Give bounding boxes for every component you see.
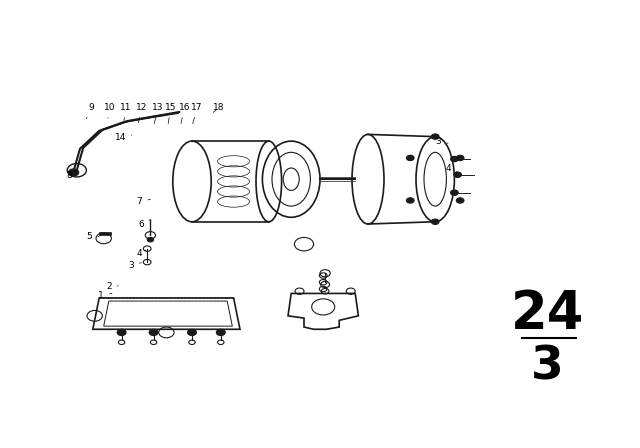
Text: 18: 18 <box>213 103 225 112</box>
Text: 10: 10 <box>104 103 116 118</box>
Text: 14: 14 <box>115 134 132 142</box>
Text: 6: 6 <box>138 220 150 228</box>
Text: 16: 16 <box>179 103 190 124</box>
Circle shape <box>68 169 79 176</box>
Text: 24: 24 <box>511 288 584 340</box>
Circle shape <box>456 155 464 161</box>
Circle shape <box>117 329 126 336</box>
Circle shape <box>147 237 154 242</box>
Text: 9: 9 <box>86 103 94 119</box>
Text: 1: 1 <box>99 291 112 300</box>
Circle shape <box>406 198 414 203</box>
Text: 3: 3 <box>531 345 564 390</box>
Circle shape <box>456 198 464 203</box>
Circle shape <box>188 329 196 336</box>
Text: 8: 8 <box>67 170 77 180</box>
Text: 15: 15 <box>165 103 177 124</box>
Circle shape <box>149 329 158 336</box>
Text: 4: 4 <box>445 164 458 172</box>
Text: 17: 17 <box>191 103 203 124</box>
Circle shape <box>451 190 458 195</box>
Circle shape <box>431 134 439 139</box>
Text: 3: 3 <box>129 261 141 270</box>
Text: 3: 3 <box>436 137 448 146</box>
Text: 13: 13 <box>152 103 164 124</box>
Circle shape <box>216 329 225 336</box>
Text: 5: 5 <box>87 232 99 241</box>
Circle shape <box>406 155 414 161</box>
Circle shape <box>454 172 461 177</box>
Text: 11: 11 <box>120 103 132 121</box>
Circle shape <box>431 219 439 224</box>
Text: 2: 2 <box>106 282 118 291</box>
Bar <box>99 232 111 235</box>
Circle shape <box>451 156 458 162</box>
Text: 7: 7 <box>137 197 150 206</box>
Text: 12: 12 <box>136 103 148 123</box>
Text: 4: 4 <box>137 249 146 258</box>
